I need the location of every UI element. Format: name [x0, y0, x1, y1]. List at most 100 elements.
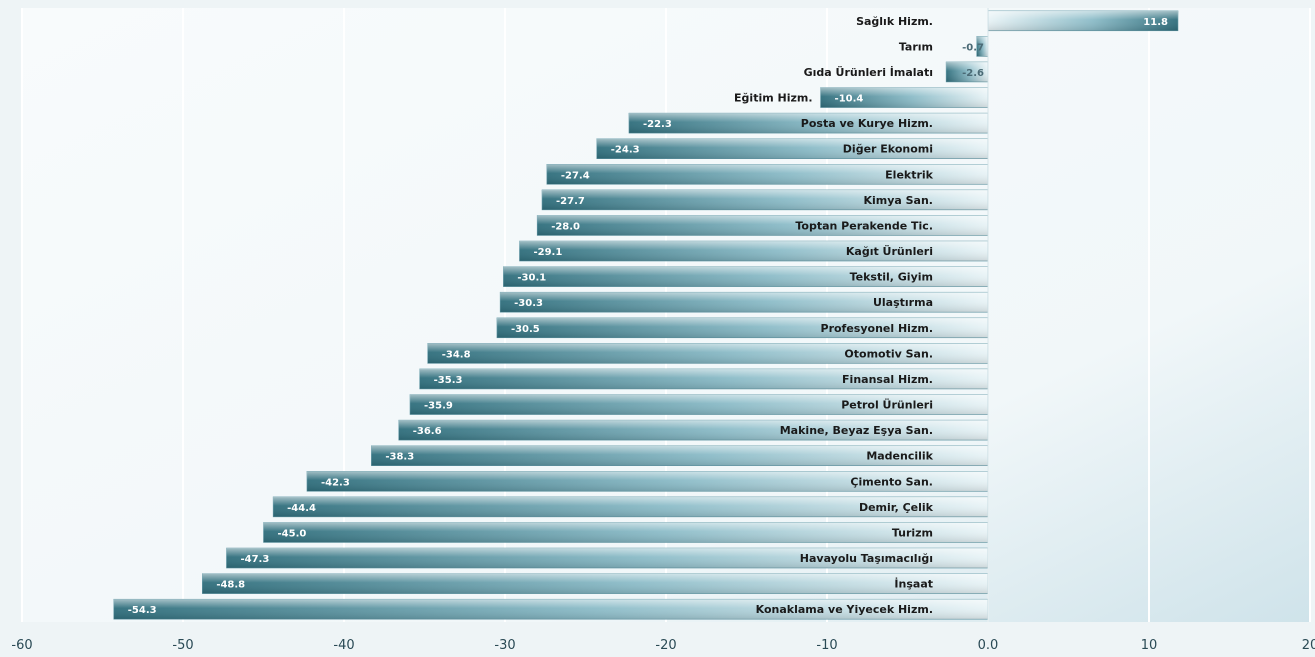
x-tick-label: 20 [1302, 638, 1315, 653]
bar-value-label: -0.7 [962, 42, 984, 53]
category-label: Profesyonel Hizm. [821, 322, 933, 335]
bar-value-label: -34.8 [442, 349, 471, 360]
bar-value-label: -35.3 [434, 375, 463, 386]
bar-value-label: -42.3 [321, 477, 350, 488]
bar-row: 11.8 Sağlık Hizm. [856, 10, 1179, 32]
category-label: Tekstil, Giyim [850, 271, 933, 284]
bar-shine [419, 368, 988, 389]
bar-shine [202, 573, 988, 594]
bar-shine [500, 292, 988, 313]
category-label: Konaklama ve Yiyecek Hizm. [756, 603, 933, 616]
bar-shine [371, 445, 988, 466]
category-label: Havayolu Taşımacılığı [800, 552, 933, 565]
category-label: Gıda Ürünleri İmalatı [804, 65, 933, 79]
category-label: Kimya San. [863, 194, 933, 207]
bar-shine [273, 496, 988, 517]
bar-shine [596, 138, 988, 159]
bar-shine [628, 113, 988, 134]
category-label: Ulaştırma [873, 296, 933, 309]
bar-shine [113, 599, 988, 620]
bar-shine [263, 522, 988, 543]
category-label: Makine, Beyaz Eşya San. [780, 424, 933, 437]
category-label: Sağlık Hizm. [856, 15, 933, 28]
bar-row: -44.4 Demir, Çelik [272, 496, 989, 518]
bar-value-label: -30.1 [517, 273, 546, 284]
bar-row: -35.9 Petrol Ürünleri [409, 394, 989, 415]
category-label: Finansal Hizm. [842, 373, 933, 386]
bar-row: -48.8 İnşaat [202, 573, 989, 594]
bar-value-label: -10.4 [835, 94, 864, 105]
category-label: Petrol Ürünleri [841, 398, 933, 412]
bar-value-label: -36.6 [413, 426, 442, 437]
bar-value-label: -38.3 [385, 452, 414, 463]
bar-value-label: -30.3 [514, 298, 543, 309]
bar-row: -34.8 Otomotiv San. [427, 343, 989, 364]
bar-shine [542, 189, 988, 210]
category-label: Tarım [899, 40, 933, 53]
category-label: Elektrik [885, 168, 934, 181]
x-tick-label: -40 [333, 638, 354, 653]
category-label: Otomotiv San. [844, 347, 933, 360]
category-label: Kağıt Ürünleri [846, 244, 933, 258]
bar-row: -45.0 Turizm [263, 522, 989, 543]
bar-row: -22.3 Posta ve Kurye Hizm. [628, 112, 989, 134]
category-label: Turizm [892, 526, 933, 539]
bar-value-label: -2.6 [962, 68, 984, 79]
bar-row: -2.6 Gıda Ürünleri İmalatı [804, 61, 989, 83]
bar-value-label: -47.3 [240, 554, 269, 565]
bar-row: -36.6 Makine, Beyaz Eşya San. [398, 419, 989, 441]
x-tick-label: -10 [816, 638, 837, 653]
bar-shine [988, 10, 1178, 31]
bar-row: -27.7 Kimya San. [541, 189, 989, 211]
bar-row: -28.0 Toptan Perakende Tic. [536, 215, 989, 236]
bar-value-label: 11.8 [1143, 17, 1168, 28]
bar-value-label: -28.0 [551, 221, 580, 232]
bar-shine [226, 548, 989, 569]
x-tick-label: -20 [655, 638, 676, 653]
bar-value-label: -48.8 [216, 580, 245, 591]
bar-shine [306, 471, 989, 492]
bar-value-label: -29.1 [533, 247, 562, 258]
bar-shine [946, 61, 988, 82]
bar-value-label: -27.7 [556, 196, 585, 207]
bar-value-label: -54.3 [128, 605, 157, 616]
bar-row: -30.3 Ulaştırma [499, 291, 989, 313]
bar-shine [427, 343, 989, 364]
bar-value-label: -27.4 [561, 170, 590, 181]
category-label: Posta ve Kurye Hizm. [801, 117, 933, 130]
bar-value-label: -30.5 [511, 324, 540, 335]
bar-row: -29.1 Kağıt Ürünleri [519, 240, 989, 262]
bar-shine [503, 266, 988, 287]
bar-shine [976, 36, 988, 57]
x-tick-label: -60 [11, 638, 32, 653]
category-label: İnşaat [894, 577, 933, 591]
category-label: Demir, Çelik [859, 501, 934, 514]
bar-value-label: -35.9 [424, 401, 453, 412]
bar-row: -54.3 Konaklama ve Yiyecek Hizm. [113, 598, 989, 620]
category-label: Diğer Ekonomi [843, 143, 933, 156]
bar-row: -38.3 Madencilik [371, 445, 989, 466]
bar-row: -35.3 Finansal Hizm. [419, 368, 989, 390]
bar-shine [398, 420, 988, 441]
bar-row: -30.1 Tekstil, Giyim [503, 266, 989, 287]
bar-shine [537, 215, 988, 236]
bar-value-label: -24.3 [611, 145, 640, 156]
x-tick-label: 0.0 [978, 638, 999, 653]
bar-value-label: -45.0 [278, 528, 307, 539]
bar-value-label: -44.4 [287, 503, 316, 514]
bar-shine [519, 241, 988, 262]
x-tick-label: -50 [172, 638, 193, 653]
bar-row: -30.5 Profesyonel Hizm. [496, 317, 989, 339]
bar-row: -47.3 Havayolu Taşımacılığı [226, 547, 989, 569]
category-label: Toptan Perakende Tic. [795, 219, 933, 232]
category-label: Eğitim Hizm. [734, 92, 813, 105]
bar-row: -10.4 Eğitim Hizm. [734, 87, 989, 108]
bar-shine [820, 87, 988, 108]
x-tick-label: -30 [494, 638, 515, 653]
x-tick-label: 10 [1141, 638, 1158, 653]
bar-row: -27.4 Elektrik [546, 164, 989, 185]
bar-shine [410, 394, 988, 415]
bar-shine [496, 317, 988, 338]
